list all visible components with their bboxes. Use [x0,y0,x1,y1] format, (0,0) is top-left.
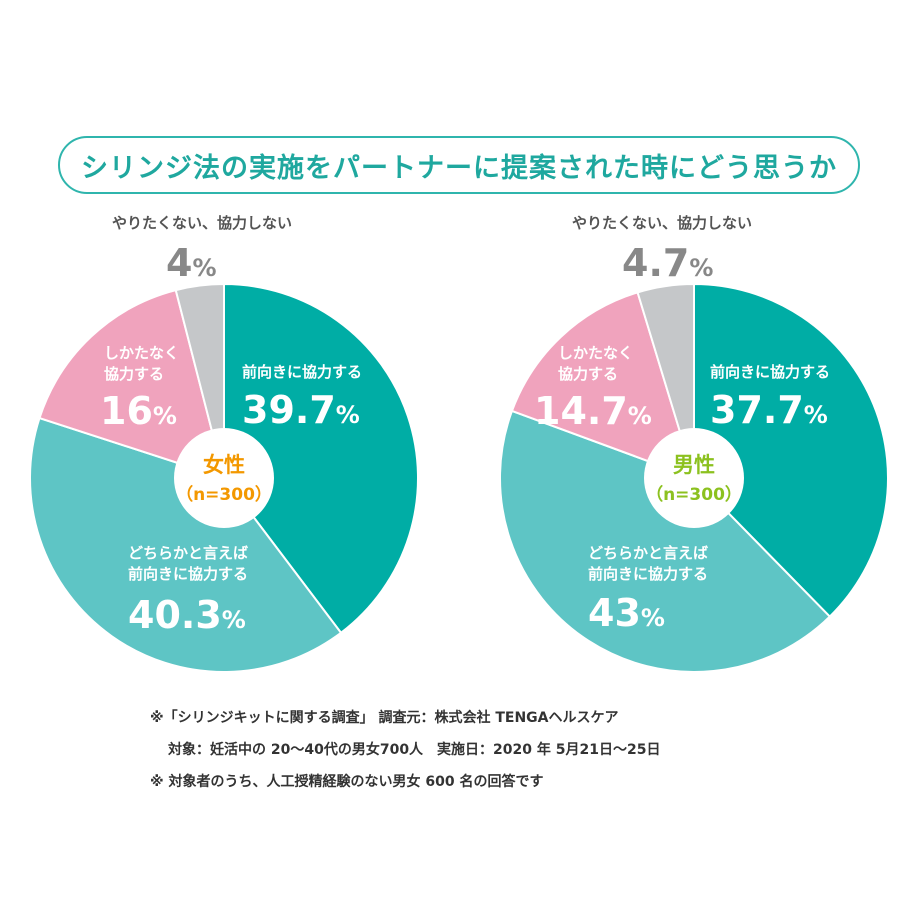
pie-chart-female: 女性（n=300）前向きに協力する39.7%どちらかと言えば前向きに協力する40… [29,214,419,673]
slice-value: 40.3% [128,593,246,637]
slice-label: しかたなく [558,344,633,362]
pie-center-sublabel: （n=300） [176,484,272,505]
slice-label: どちらかと言えば [588,544,708,562]
footnote-target: 対象：妊活中の 20～40代の男女700人 実施日：2020 年 5月21日～2… [168,742,661,758]
footnote-respondents: ※ 対象者のうち、人工授精経験のない男女 600 名の回答です [150,774,544,790]
pie-slice [38,288,226,480]
slice-label: やりたくない、協力しない [572,214,752,232]
pie-center-label: 女性 [203,453,245,477]
pie-center-sublabel: （n=300） [646,484,742,505]
slice-label: どちらかと言えば [128,544,248,562]
slice-label: 協力する [558,365,618,383]
slice-value: 14.7% [534,389,652,433]
pie-chart-male: 男性（n=300）前向きに協力する37.7%どちらかと言えば前向きに協力する43… [499,214,889,673]
footnote-source: ※「シリンジキットに関する調査」 調査元：株式会社 TENGAヘルスケア [150,710,619,726]
pie-center-label: 男性 [673,453,715,477]
slice-label: 前向きに協力する [588,565,708,583]
slice-label: しかたなく [104,344,179,362]
slice-label: やりたくない、協力しない [112,214,292,232]
pie-slice [510,291,696,480]
chart-title: シリンジ法の実施をパートナーに提案された時にどう思うか [81,152,837,184]
chart-title-box: シリンジ法の実施をパートナーに提案された時にどう思うか [58,136,860,194]
pie-center [174,428,274,528]
slice-value: 39.7% [242,388,360,432]
slice-label: 前向きに協力する [242,363,362,381]
pie-center [644,428,744,528]
pie-slice [223,282,419,635]
slice-value: 37.7% [710,388,828,432]
slice-value: 4.7% [622,241,713,285]
slice-value: 4% [166,241,217,285]
pie-slice [636,282,695,479]
slice-label: 前向きに協力する [710,363,830,381]
footnotes: ※「シリンジキットに関する調査」 調査元：株式会社 TENGAヘルスケア 対象：… [150,702,660,798]
slice-label: 前向きに協力する [128,565,248,583]
pie-slice [499,409,832,673]
pie-slice [29,416,343,673]
slice-value: 43% [588,591,665,635]
slice-label: 協力する [104,365,164,383]
slice-value: 16% [100,389,177,433]
pie-slice [693,282,889,618]
